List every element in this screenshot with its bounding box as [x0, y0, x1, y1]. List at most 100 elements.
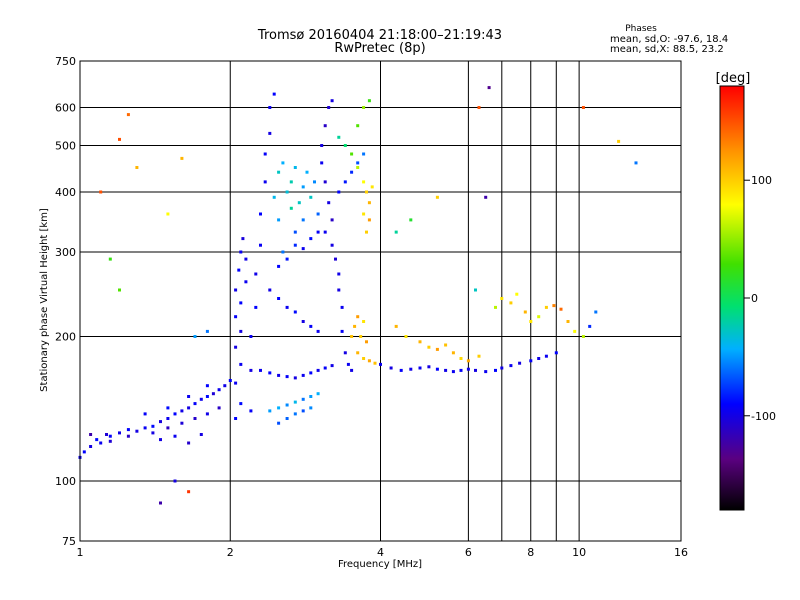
data-point	[143, 426, 147, 430]
data-point	[484, 370, 488, 374]
data-point	[435, 195, 439, 199]
data-point	[95, 438, 99, 442]
data-point	[254, 272, 258, 276]
data-point	[244, 257, 248, 261]
y-axis-label: Stationary phase Virtual Height [km]	[39, 208, 50, 392]
data-point	[199, 397, 203, 401]
data-point	[367, 359, 371, 363]
data-point	[249, 368, 253, 372]
x-tick-label: 16	[674, 546, 688, 559]
data-point	[259, 368, 262, 372]
data-point	[254, 305, 258, 309]
data-point	[187, 441, 191, 445]
data-point	[166, 406, 170, 410]
data-point	[362, 106, 366, 109]
data-point	[323, 124, 327, 128]
data-point	[234, 315, 238, 319]
data-point	[301, 218, 305, 222]
data-point	[477, 354, 481, 358]
data-point	[509, 301, 513, 305]
data-point	[281, 250, 285, 254]
data-point	[323, 230, 327, 234]
data-point	[484, 195, 488, 199]
data-point	[343, 144, 347, 147]
data-point	[205, 412, 209, 416]
data-point	[367, 201, 371, 205]
data-point	[285, 403, 289, 407]
data-point	[277, 218, 281, 222]
plot-frame	[79, 60, 682, 542]
data-point	[151, 424, 155, 428]
data-point	[268, 131, 272, 135]
data-point	[234, 345, 238, 349]
data-point	[409, 367, 413, 371]
colorbar-tick-label: -100	[751, 410, 776, 423]
data-point	[135, 429, 139, 433]
data-point	[205, 329, 209, 333]
data-point	[293, 400, 297, 404]
data-point	[515, 292, 519, 296]
data-point	[289, 206, 293, 210]
data-point	[362, 320, 366, 323]
y-tick-label: 200	[55, 331, 76, 344]
data-point	[316, 368, 320, 372]
data-point	[581, 335, 585, 338]
data-point	[239, 329, 243, 333]
data-point	[389, 366, 393, 370]
data-point	[241, 237, 245, 241]
data-point	[166, 417, 170, 420]
data-point	[118, 137, 121, 141]
chart-title: Tromsø 20160404 21:18:00–21:19:43	[257, 28, 502, 43]
data-point	[581, 106, 585, 109]
data-point	[394, 324, 398, 328]
data-point	[337, 288, 341, 292]
data-point	[239, 402, 243, 406]
data-point	[343, 180, 347, 184]
data-point	[118, 431, 121, 435]
scatter-points	[78, 86, 638, 505]
data-point	[337, 135, 341, 139]
data-point	[173, 479, 177, 483]
data-point	[239, 362, 243, 366]
y-tick-label: 400	[55, 186, 76, 199]
data-point	[544, 305, 548, 309]
data-point	[529, 320, 533, 323]
data-point	[330, 364, 334, 368]
data-point	[459, 368, 463, 372]
data-point	[320, 144, 324, 147]
data-point	[494, 368, 497, 372]
data-point	[309, 395, 313, 398]
data-point	[205, 395, 209, 398]
data-point	[409, 218, 413, 222]
data-point	[316, 329, 320, 333]
legend-line-x: mean, sd,X: 88.5, 23.2	[610, 44, 724, 55]
data-point	[367, 99, 371, 103]
data-point	[193, 335, 197, 338]
data-point	[305, 170, 309, 174]
data-point	[379, 362, 382, 366]
data-point	[350, 335, 354, 338]
data-point	[285, 417, 289, 420]
data-point	[234, 288, 238, 292]
data-point	[356, 124, 360, 128]
data-point	[285, 305, 289, 309]
data-point	[187, 406, 191, 410]
data-point	[552, 304, 556, 308]
data-point	[301, 247, 305, 251]
data-point	[277, 421, 281, 425]
data-point	[466, 367, 470, 371]
data-point	[316, 212, 320, 216]
data-point	[297, 201, 301, 205]
data-point	[362, 180, 366, 184]
grid-lines	[79, 61, 682, 541]
data-point	[554, 351, 558, 355]
data-point	[293, 412, 297, 416]
data-point	[89, 433, 93, 436]
data-point	[268, 106, 272, 109]
data-point	[337, 272, 341, 276]
data-point	[459, 357, 463, 360]
data-point	[529, 359, 533, 363]
data-point	[277, 170, 281, 174]
data-point	[435, 367, 439, 371]
data-point	[337, 190, 341, 194]
